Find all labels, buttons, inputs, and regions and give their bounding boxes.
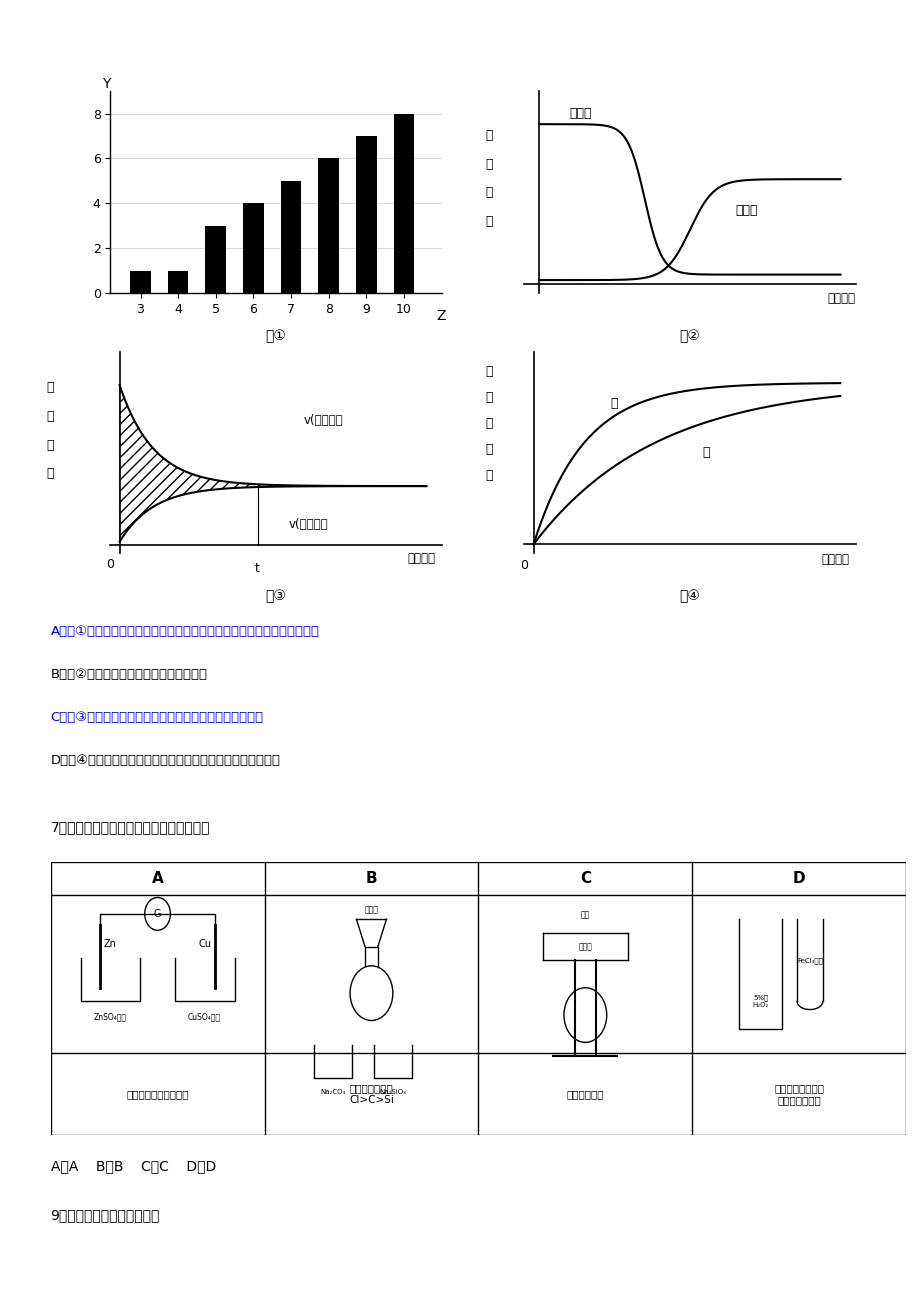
Text: Y: Y bbox=[102, 77, 110, 91]
Text: Cu: Cu bbox=[198, 940, 210, 949]
Text: 速: 速 bbox=[47, 439, 54, 452]
Text: 图②: 图② bbox=[679, 329, 699, 344]
Text: 0: 0 bbox=[107, 559, 114, 572]
Text: 率: 率 bbox=[47, 467, 54, 480]
Text: 反: 反 bbox=[47, 381, 54, 395]
Text: 应: 应 bbox=[47, 410, 54, 423]
Text: 图③: 图③ bbox=[266, 590, 286, 604]
Text: 验证非金属性：
Cl>C>Si: 验证非金属性： Cl>C>Si bbox=[348, 1083, 393, 1105]
Text: 稀盐酸: 稀盐酸 bbox=[364, 905, 378, 914]
Text: v(逆反应）: v(逆反应） bbox=[288, 518, 327, 531]
Text: 浓: 浓 bbox=[485, 444, 493, 456]
Text: 速: 速 bbox=[485, 186, 493, 199]
Text: G: G bbox=[153, 909, 161, 919]
Text: 度: 度 bbox=[485, 470, 493, 482]
Text: FeCl₃溶液: FeCl₃溶液 bbox=[796, 957, 822, 963]
Text: 氮气: 氮气 bbox=[580, 910, 589, 919]
Text: C: C bbox=[579, 871, 590, 885]
Text: 成: 成 bbox=[485, 392, 493, 404]
Text: 反应时间: 反应时间 bbox=[821, 552, 848, 565]
Text: Zn: Zn bbox=[104, 940, 117, 949]
Bar bbox=[356, 135, 376, 293]
Text: 生成物: 生成物 bbox=[734, 204, 757, 217]
Text: 物: 物 bbox=[485, 418, 493, 430]
Text: C．图③所示曲线的阴影部分面积，表示正反应速率改变值: C．图③所示曲线的阴影部分面积，表示正反应速率改变值 bbox=[51, 711, 264, 724]
Text: v(正反应）: v(正反应） bbox=[303, 414, 343, 427]
Text: 氧化铁: 氧化铁 bbox=[578, 943, 592, 952]
Text: 应: 应 bbox=[485, 158, 493, 171]
Text: Z: Z bbox=[437, 309, 446, 323]
Bar bbox=[243, 203, 264, 293]
Bar bbox=[318, 159, 339, 293]
Text: 图①: 图① bbox=[266, 329, 286, 344]
Text: D．图④所示曲线，甲、乙分别表示有、无催化剂时发生的反应: D．图④所示曲线，甲、乙分别表示有、无催化剂时发生的反应 bbox=[51, 754, 280, 767]
Text: 甲: 甲 bbox=[609, 397, 617, 410]
Text: 图④: 图④ bbox=[679, 590, 699, 604]
Text: 实验室制氮气: 实验室制氮气 bbox=[566, 1090, 604, 1099]
Bar bbox=[167, 271, 188, 293]
Text: 5%的
H₂O₂: 5%的 H₂O₂ bbox=[752, 995, 768, 1008]
Bar bbox=[130, 271, 151, 293]
Text: 9．下列说法中正确的一组是: 9．下列说法中正确的一组是 bbox=[51, 1208, 160, 1223]
Text: A．A    B．B    C．C    D．D: A．A B．B C．C D．D bbox=[51, 1159, 216, 1173]
Text: ZnSO₄溶液: ZnSO₄溶液 bbox=[94, 1013, 127, 1021]
Text: 生: 生 bbox=[485, 366, 493, 378]
Bar bbox=[205, 225, 226, 293]
Text: 率: 率 bbox=[485, 215, 493, 228]
Text: 研究催化剂对化学
反应速率的影响: 研究催化剂对化学 反应速率的影响 bbox=[774, 1083, 823, 1105]
Text: A．图①所示柱形图，纵坐标表示第二周期元素最高正价随原子序数的变化: A．图①所示柱形图，纵坐标表示第二周期元素最高正价随原子序数的变化 bbox=[51, 625, 319, 638]
Text: CuSO₄溶液: CuSO₄溶液 bbox=[187, 1013, 221, 1021]
Text: 反应时间: 反应时间 bbox=[407, 552, 435, 565]
Text: B．图②所示曲线，表示该反应是吸热反应: B．图②所示曲线，表示该反应是吸热反应 bbox=[51, 668, 208, 681]
Text: 0: 0 bbox=[520, 559, 528, 572]
Text: 验证化学能转化为电能: 验证化学能转化为电能 bbox=[126, 1090, 188, 1099]
Text: 7．下图所示的实验，能达到实验目的的是: 7．下图所示的实验，能达到实验目的的是 bbox=[51, 820, 210, 835]
Text: 反应时间: 反应时间 bbox=[827, 292, 855, 305]
Text: B: B bbox=[365, 871, 377, 885]
Text: A: A bbox=[152, 871, 164, 885]
Text: 反应物: 反应物 bbox=[569, 107, 592, 120]
Text: 乙: 乙 bbox=[701, 447, 709, 460]
Text: Na₂SiO₃: Na₂SiO₃ bbox=[379, 1088, 406, 1095]
Text: Na₂CO₃: Na₂CO₃ bbox=[320, 1088, 346, 1095]
Bar bbox=[280, 181, 301, 293]
Bar bbox=[393, 113, 414, 293]
Text: 反: 反 bbox=[485, 129, 493, 142]
Text: t: t bbox=[255, 561, 260, 574]
Text: D: D bbox=[792, 871, 805, 885]
